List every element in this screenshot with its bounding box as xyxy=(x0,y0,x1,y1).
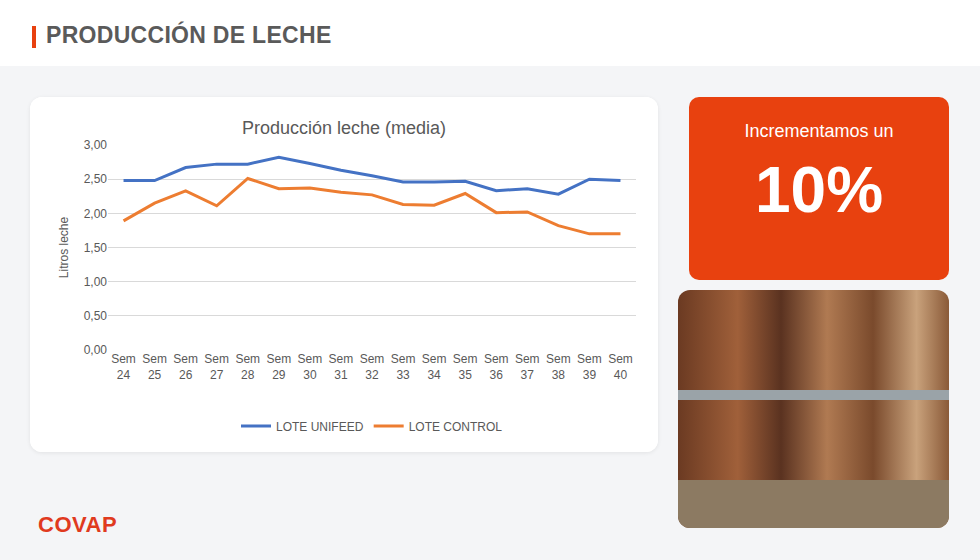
svg-text:Sem36: Sem36 xyxy=(484,352,509,382)
svg-text:0,50: 0,50 xyxy=(84,309,108,323)
html-text:10%: 10% xyxy=(755,154,883,226)
svg-text:Sem31: Sem31 xyxy=(329,352,354,382)
svg-text:Sem28: Sem28 xyxy=(235,352,260,382)
svg-text:Producción leche (media): Producción leche (media) xyxy=(242,118,446,138)
html-text:Incrementamos un: Incrementamos un xyxy=(744,121,894,141)
svg-text:0,00: 0,00 xyxy=(84,343,108,357)
html-text:PRODUCCIÓN DE LECHE: PRODUCCIÓN DE LECHE xyxy=(46,22,332,48)
svg-text:2,00: 2,00 xyxy=(84,207,108,221)
svg-text:Sem24: Sem24 xyxy=(111,352,136,382)
svg-text:1,50: 1,50 xyxy=(84,241,108,255)
svg-text:Sem30: Sem30 xyxy=(298,352,323,382)
svg-text:LOTE CONTROL: LOTE CONTROL xyxy=(409,420,503,434)
html-text:COVAP: COVAP xyxy=(38,512,118,537)
svg-text:Sem37: Sem37 xyxy=(515,352,540,382)
svg-text:1,00: 1,00 xyxy=(84,275,108,289)
svg-text:Sem32: Sem32 xyxy=(360,352,385,382)
svg-text:2,50: 2,50 xyxy=(84,172,108,186)
svg-text:Sem35: Sem35 xyxy=(453,352,478,382)
svg-text:Litros leche: Litros leche xyxy=(57,216,71,278)
svg-text:Sem38: Sem38 xyxy=(546,352,571,382)
svg-text:Sem27: Sem27 xyxy=(204,352,229,382)
svg-text:Sem29: Sem29 xyxy=(266,352,291,382)
svg-text:3,00: 3,00 xyxy=(84,138,108,152)
svg-text:Sem26: Sem26 xyxy=(173,352,198,382)
svg-text:Sem25: Sem25 xyxy=(142,352,167,382)
svg-text:LOTE UNIFEED: LOTE UNIFEED xyxy=(276,420,364,434)
svg-text:Sem33: Sem33 xyxy=(391,352,416,382)
svg-text:Sem34: Sem34 xyxy=(422,352,447,382)
svg-text:Sem40: Sem40 xyxy=(608,352,633,382)
svg-text:Sem39: Sem39 xyxy=(577,352,602,382)
